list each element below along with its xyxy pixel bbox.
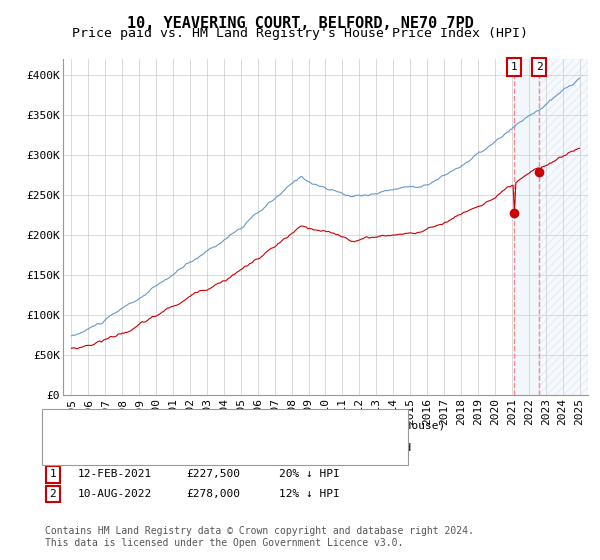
Text: Price paid vs. HM Land Registry's House Price Index (HPI): Price paid vs. HM Land Registry's House … <box>72 27 528 40</box>
Text: Contains HM Land Registry data © Crown copyright and database right 2024.
This d: Contains HM Land Registry data © Crown c… <box>45 526 474 548</box>
Text: £227,500: £227,500 <box>186 469 240 479</box>
Text: 12-FEB-2021: 12-FEB-2021 <box>78 469 152 479</box>
Text: 1: 1 <box>49 469 56 479</box>
Text: 2: 2 <box>536 62 542 72</box>
Text: £278,000: £278,000 <box>186 489 240 499</box>
Text: 2: 2 <box>49 489 56 499</box>
Text: 1: 1 <box>511 62 517 72</box>
Text: HPI: Average price, detached house, Northumberland: HPI: Average price, detached house, Nort… <box>74 444 412 454</box>
Text: 12% ↓ HPI: 12% ↓ HPI <box>279 489 340 499</box>
Text: 10-AUG-2022: 10-AUG-2022 <box>78 489 152 499</box>
Bar <box>539 59 588 395</box>
Text: 20% ↓ HPI: 20% ↓ HPI <box>279 469 340 479</box>
Text: 10, YEAVERING COURT, BELFORD, NE70 7PD (detached house): 10, YEAVERING COURT, BELFORD, NE70 7PD (… <box>74 420 445 430</box>
Bar <box>514 59 539 395</box>
Text: 10, YEAVERING COURT, BELFORD, NE70 7PD: 10, YEAVERING COURT, BELFORD, NE70 7PD <box>127 16 473 31</box>
